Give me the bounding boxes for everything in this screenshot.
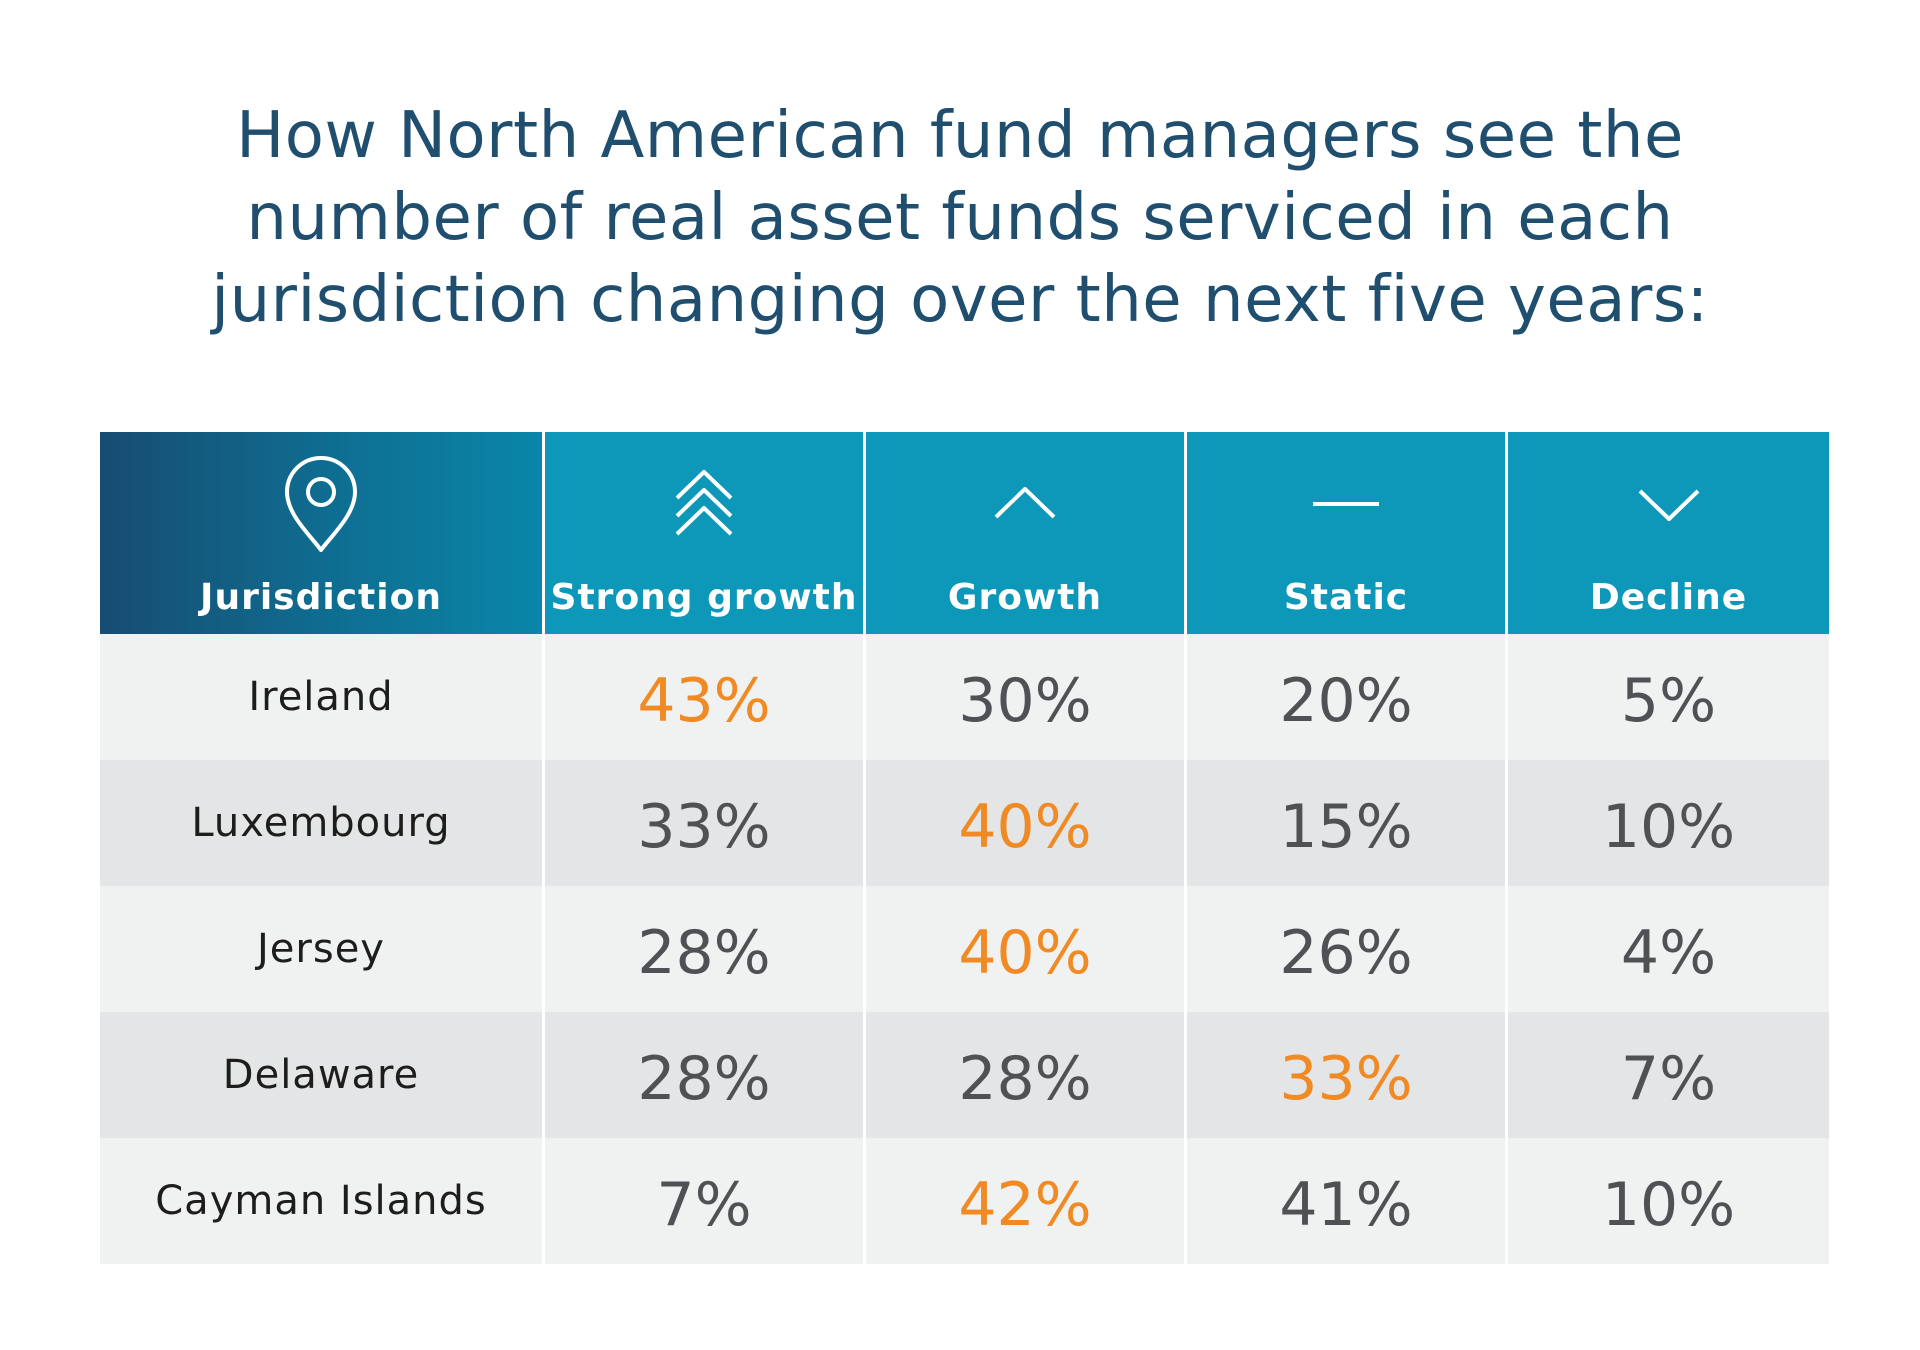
value-cell: 15%: [1187, 760, 1508, 886]
header-label-static: Static: [1283, 577, 1409, 618]
value-static: 15%: [1279, 792, 1413, 862]
chevron-up-icon: [980, 454, 1070, 554]
table-header: Jurisdiction Strong growth Growth: [100, 432, 1830, 634]
jurisdiction-cell: Luxembourg: [100, 760, 545, 886]
jurisdiction-cell: Cayman Islands: [100, 1138, 545, 1264]
value-cell: 41%: [1187, 1138, 1508, 1264]
value-cell: 7%: [545, 1138, 866, 1264]
triple-chevron-up-icon: [659, 454, 749, 554]
jurisdiction-cell: Delaware: [100, 1012, 545, 1138]
value-cell: 42%: [866, 1138, 1187, 1264]
value-cell: 30%: [866, 634, 1187, 760]
value-cell: 40%: [866, 760, 1187, 886]
value-growth: 30%: [958, 666, 1092, 736]
chart-title: How North American fund managers see the…: [0, 95, 1920, 341]
value-growth: 40%: [958, 792, 1092, 862]
header-label-decline: Decline: [1589, 577, 1748, 618]
table-row-luxembourg: Luxembourg 33% 40% 15% 10%: [100, 760, 1830, 886]
header-label-growth: Growth: [947, 577, 1103, 618]
value-cell: 28%: [545, 1012, 866, 1138]
value-cell: 20%: [1187, 634, 1508, 760]
jurisdiction-name: Cayman Islands: [155, 1178, 487, 1224]
value-cell: 10%: [1508, 760, 1829, 886]
header-strong-growth: Strong growth: [545, 432, 866, 634]
value-strong-growth: 43%: [637, 666, 771, 736]
title-line-2: number of real asset funds serviced in e…: [246, 181, 1674, 255]
table-row-ireland: Ireland 43% 30% 20% 5%: [100, 634, 1830, 760]
header-static: Static: [1187, 432, 1508, 634]
value-decline: 5%: [1620, 666, 1717, 736]
jurisdiction-table: Jurisdiction Strong growth Growth: [100, 432, 1830, 1264]
value-cell: 28%: [545, 886, 866, 1012]
value-decline: 7%: [1620, 1044, 1717, 1114]
value-cell: 43%: [545, 634, 866, 760]
value-growth: 42%: [958, 1170, 1092, 1240]
jurisdiction-name: Delaware: [222, 1052, 420, 1098]
value-cell: 33%: [1187, 1012, 1508, 1138]
table-row-cayman-islands: Cayman Islands 7% 42% 41% 10%: [100, 1138, 1830, 1264]
header-label-jurisdiction: Jurisdiction: [200, 577, 442, 618]
location-pin-icon: [276, 454, 366, 554]
dash-icon: [1301, 454, 1391, 554]
header-decline: Decline: [1508, 432, 1829, 634]
jurisdiction-cell: Jersey: [100, 886, 545, 1012]
value-strong-growth: 33%: [637, 792, 771, 862]
header-jurisdiction: Jurisdiction: [100, 432, 545, 634]
chevron-down-icon: [1624, 454, 1714, 554]
value-static: 33%: [1279, 1044, 1413, 1114]
value-cell: 28%: [866, 1012, 1187, 1138]
value-cell: 40%: [866, 886, 1187, 1012]
value-growth: 28%: [958, 1044, 1092, 1114]
jurisdiction-name: Luxembourg: [191, 800, 451, 846]
value-decline: 4%: [1620, 918, 1717, 988]
header-growth: Growth: [866, 432, 1187, 634]
value-cell: 5%: [1508, 634, 1829, 760]
jurisdiction-name: Ireland: [248, 674, 394, 720]
value-strong-growth: 28%: [637, 918, 771, 988]
value-cell: 33%: [545, 760, 866, 886]
title-line-3: jurisdiction changing over the next five…: [211, 263, 1709, 337]
value-decline: 10%: [1601, 792, 1736, 862]
jurisdiction-cell: Ireland: [100, 634, 545, 760]
value-decline: 10%: [1601, 1170, 1736, 1240]
title-line-1: How North American fund managers see the: [236, 99, 1684, 173]
value-static: 20%: [1279, 666, 1413, 736]
table-row-delaware: Delaware 28% 28% 33% 7%: [100, 1012, 1830, 1138]
value-cell: 10%: [1508, 1138, 1829, 1264]
value-static: 41%: [1279, 1170, 1413, 1240]
value-growth: 40%: [958, 918, 1092, 988]
header-label-strong-growth: Strong growth: [550, 577, 858, 618]
table-row-jersey: Jersey 28% 40% 26% 4%: [100, 886, 1830, 1012]
value-cell: 4%: [1508, 886, 1829, 1012]
value-cell: 7%: [1508, 1012, 1829, 1138]
value-strong-growth: 7%: [656, 1170, 752, 1240]
jurisdiction-name: Jersey: [257, 926, 385, 972]
value-static: 26%: [1279, 918, 1413, 988]
value-strong-growth: 28%: [637, 1044, 771, 1114]
value-cell: 26%: [1187, 886, 1508, 1012]
